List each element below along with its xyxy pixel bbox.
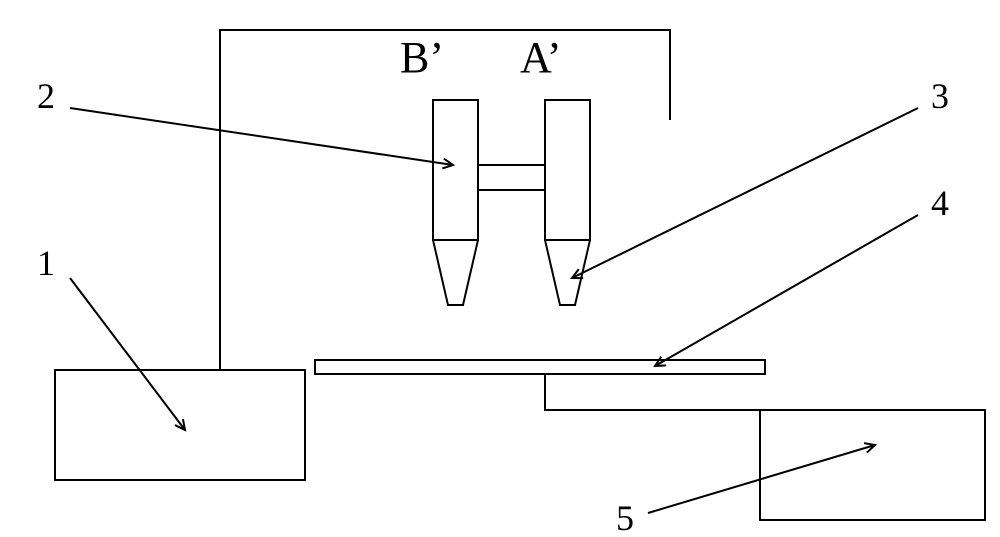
workpiece-plate — [315, 360, 765, 374]
callout-1-number: 1 — [37, 243, 55, 283]
diagram-canvas: 1 2 3 4 5 B’ A’ — [0, 0, 1000, 537]
callout-5-leader — [648, 443, 875, 513]
callout-3-number: 3 — [931, 76, 949, 116]
callouts-layer: 1 2 3 4 5 — [37, 76, 949, 537]
torch-b-body — [433, 100, 478, 240]
gantry-frame — [220, 30, 670, 370]
labels-layer: B’ A’ — [400, 33, 562, 82]
callout-3-leader — [572, 108, 918, 278]
connector-to-box-right — [545, 374, 760, 410]
shapes-layer — [55, 30, 985, 520]
callout-4-number: 4 — [931, 183, 949, 223]
callout-5-number: 5 — [616, 498, 634, 537]
torch-a-body — [545, 100, 590, 240]
label-b-prime: B’ — [400, 33, 444, 82]
torch-b-tip — [433, 240, 478, 305]
callout-1-leader — [70, 278, 185, 430]
callout-2-leader — [70, 108, 453, 168]
label-a-prime: A’ — [520, 33, 562, 82]
box-right — [760, 410, 985, 520]
callout-2-number: 2 — [37, 76, 55, 116]
callout-4-leader — [655, 215, 918, 366]
